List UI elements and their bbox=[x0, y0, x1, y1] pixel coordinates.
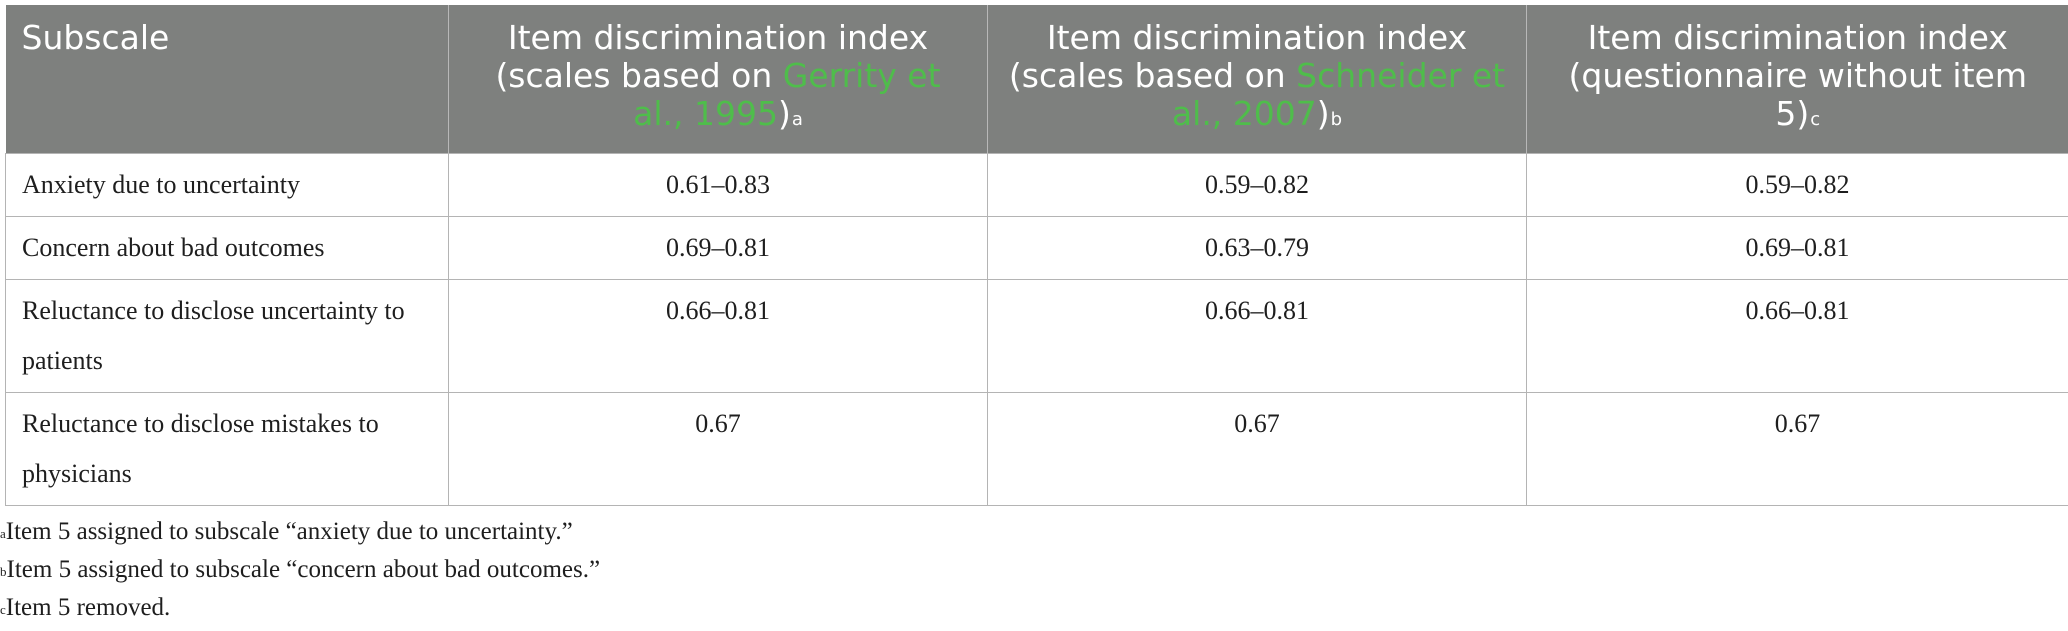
header-schneider-suffix: ) bbox=[1317, 94, 1330, 133]
footnote-b-text: Item 5 assigned to subscale “concern abo… bbox=[7, 556, 601, 583]
footnote-b: bItem 5 assigned to subscale “concern ab… bbox=[0, 555, 600, 593]
item-discrimination-table: Subscale Item discrimination index (scal… bbox=[5, 5, 2068, 506]
header-schneider: Item discrimination index (scales based … bbox=[988, 5, 1527, 153]
cell-schneider: 0.63–0.79 bbox=[988, 216, 1527, 279]
header-gerrity-suffix: ) bbox=[778, 94, 791, 133]
cell-gerrity: 0.67 bbox=[449, 392, 988, 505]
footnote-a-text: Item 5 assigned to subscale “anxiety due… bbox=[6, 518, 573, 545]
footnote-a-mark: a bbox=[0, 526, 6, 541]
data-table-container: Subscale Item discrimination index (scal… bbox=[5, 5, 2068, 506]
cell-without-item5: 0.69–0.81 bbox=[1527, 216, 2068, 279]
cell-without-item5: 0.59–0.82 bbox=[1527, 153, 2068, 216]
footnote-b-mark: b bbox=[0, 564, 7, 579]
table-row: Anxiety due to uncertainty 0.61–0.83 0.5… bbox=[6, 153, 2068, 216]
cell-subscale: Anxiety due to uncertainty bbox=[6, 153, 449, 216]
cell-gerrity: 0.61–0.83 bbox=[449, 153, 988, 216]
cell-subscale: Reluctance to disclose mistakes to physi… bbox=[6, 392, 449, 505]
header-without-item5-text: Item discrimination index (questionnaire… bbox=[1569, 18, 2028, 133]
table-body: Anxiety due to uncertainty 0.61–0.83 0.5… bbox=[6, 153, 2068, 505]
cell-gerrity: 0.66–0.81 bbox=[449, 279, 988, 392]
cell-without-item5: 0.67 bbox=[1527, 392, 2068, 505]
footnote-a: aItem 5 assigned to subscale “anxiety du… bbox=[0, 517, 600, 555]
cell-without-item5: 0.66–0.81 bbox=[1527, 279, 2068, 392]
header-row: Subscale Item discrimination index (scal… bbox=[6, 5, 2068, 153]
cell-subscale: Reluctance to disclose uncertainty to pa… bbox=[6, 279, 449, 392]
footnote-mark-c: c bbox=[1810, 109, 1820, 130]
footnote-mark-b: b bbox=[1331, 109, 1342, 130]
cell-subscale: Concern about bad outcomes bbox=[6, 216, 449, 279]
footnote-mark-a: a bbox=[792, 109, 803, 130]
table-footnotes: aItem 5 assigned to subscale “anxiety du… bbox=[0, 517, 600, 631]
cell-schneider: 0.59–0.82 bbox=[988, 153, 1527, 216]
table-row: Reluctance to disclose uncertainty to pa… bbox=[6, 279, 2068, 392]
header-subscale: Subscale bbox=[6, 5, 449, 153]
table-header: Subscale Item discrimination index (scal… bbox=[6, 5, 2068, 153]
footnote-c-text: Item 5 removed. bbox=[6, 594, 171, 621]
cell-gerrity: 0.69–0.81 bbox=[449, 216, 988, 279]
header-gerrity: Item discrimination index (scales based … bbox=[449, 5, 988, 153]
header-without-item5: Item discrimination index (questionnaire… bbox=[1527, 5, 2068, 153]
cell-schneider: 0.66–0.81 bbox=[988, 279, 1527, 392]
cell-schneider: 0.67 bbox=[988, 392, 1527, 505]
table-row: Reluctance to disclose mistakes to physi… bbox=[6, 392, 2068, 505]
footnote-c: cItem 5 removed. bbox=[0, 593, 600, 631]
footnote-c-mark: c bbox=[0, 602, 6, 617]
table-row: Concern about bad outcomes 0.69–0.81 0.6… bbox=[6, 216, 2068, 279]
